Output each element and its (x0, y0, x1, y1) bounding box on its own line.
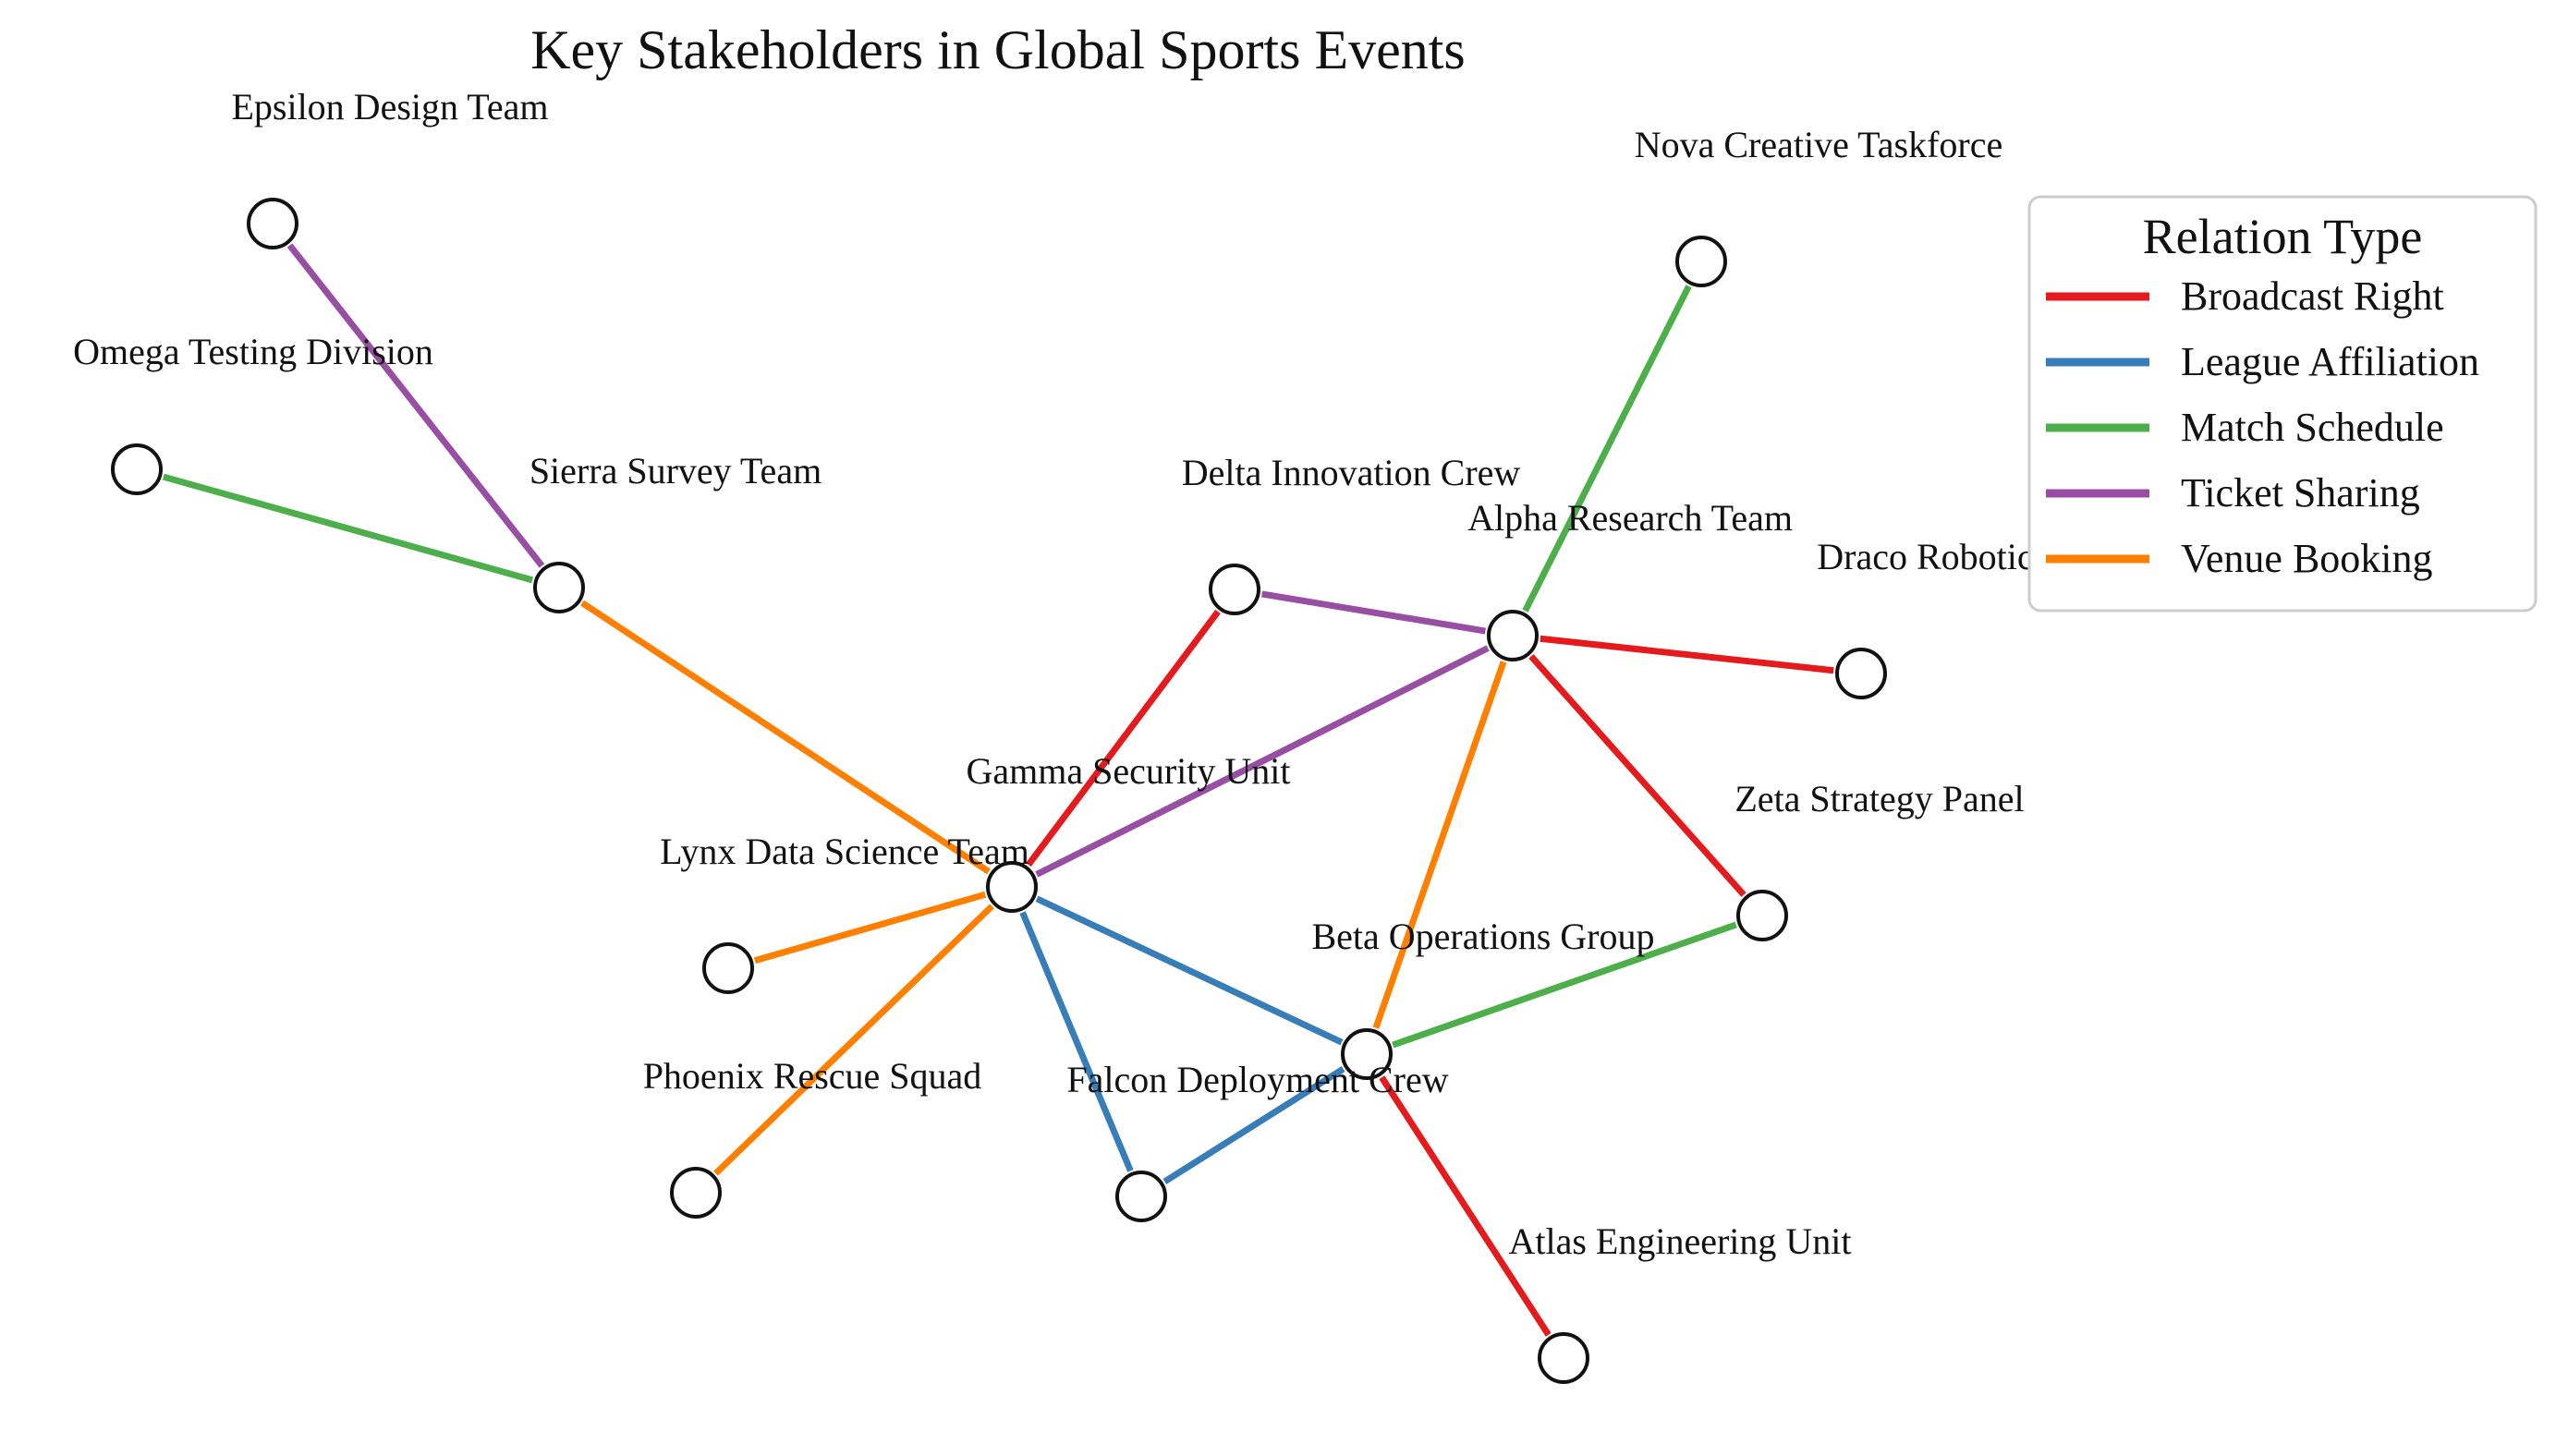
edge-delta-alpha (1261, 590, 1486, 635)
node-label-epsilon: Epsilon Design Team (231, 86, 548, 127)
node-label-beta: Beta Operations Group (1311, 916, 1654, 957)
node-falcon (1115, 1171, 1167, 1222)
legend-title: Relation Type (2143, 209, 2423, 264)
edge-alpha-zeta (1528, 654, 1747, 897)
node-label-zeta: Zeta Strategy Panel (1734, 778, 2024, 819)
node-beta (1341, 1028, 1393, 1080)
node-label-nova: Nova Creative Taskforce (1635, 124, 2003, 165)
edge-sierra-gamma (580, 600, 991, 875)
node-label-falcon: Falcon Deployment Crew (1066, 1059, 1448, 1100)
node-alpha (1487, 610, 1539, 661)
node-zeta (1736, 890, 1788, 941)
edge-falcon-beta (1162, 1066, 1345, 1184)
legend-label: Ticket Sharing (2181, 470, 2420, 516)
node-draco (1835, 648, 1887, 699)
edge-alpha-gamma (1035, 645, 1490, 878)
edge-omega-sierra (162, 473, 534, 584)
edge-gamma-falcon (1019, 911, 1134, 1172)
edges-layer (162, 243, 1834, 1337)
legend-label: Broadcast Right (2181, 273, 2444, 319)
edge-beta-atlas (1379, 1075, 1552, 1337)
node-label-delta: Delta Innovation Crew (1182, 452, 1521, 493)
legend-label: Match Schedule (2181, 405, 2444, 450)
edge-nova-alpha (1522, 285, 1692, 613)
edge-epsilon-sierra (286, 243, 545, 568)
node-label-lynx: Lynx Data Science Team (660, 831, 1029, 872)
labels-layer: Epsilon Design Team Omega Testing Divisio… (73, 86, 2138, 1262)
node-label-alpha: Alpha Research Team (1467, 497, 1793, 539)
node-label-gamma: Gamma Security Unit (966, 750, 1290, 792)
node-omega (111, 443, 163, 495)
nodes-layer (111, 198, 1887, 1384)
node-label-omega: Omega Testing Division (73, 331, 433, 372)
edge-alpha-beta (1372, 661, 1507, 1029)
edge-gamma-beta (1035, 895, 1344, 1046)
node-lynx (702, 942, 754, 994)
node-phoenix (670, 1167, 722, 1219)
legend-label: League Affiliation (2181, 339, 2479, 384)
node-label-phoenix: Phoenix Rescue Squad (643, 1055, 982, 1097)
node-epsilon (247, 198, 298, 249)
edge-alpha-draco (1540, 635, 1834, 674)
node-label-atlas: Atlas Engineering Unit (1508, 1220, 1851, 1262)
edge-zeta-beta (1392, 921, 1737, 1049)
legend: Relation Type Broadcast Right League Affi… (2027, 195, 2538, 613)
legend-label: Venue Booking (2181, 536, 2433, 581)
edge-gamma-lynx (753, 891, 987, 965)
legend-box (2027, 195, 2538, 613)
node-atlas (1538, 1332, 1589, 1384)
node-delta (1209, 564, 1260, 615)
diagram-title: Key Stakeholders in Global Sports Events (530, 19, 1466, 80)
node-sierra (533, 562, 585, 613)
node-gamma (986, 861, 1038, 913)
node-nova (1675, 236, 1727, 287)
legend-items: Broadcast Right League Affiliation Match S… (2046, 273, 2479, 581)
edge-gamma-phoenix (713, 904, 994, 1176)
edge-delta-gamma (1026, 609, 1221, 868)
node-label-sierra: Sierra Survey Team (529, 450, 822, 491)
